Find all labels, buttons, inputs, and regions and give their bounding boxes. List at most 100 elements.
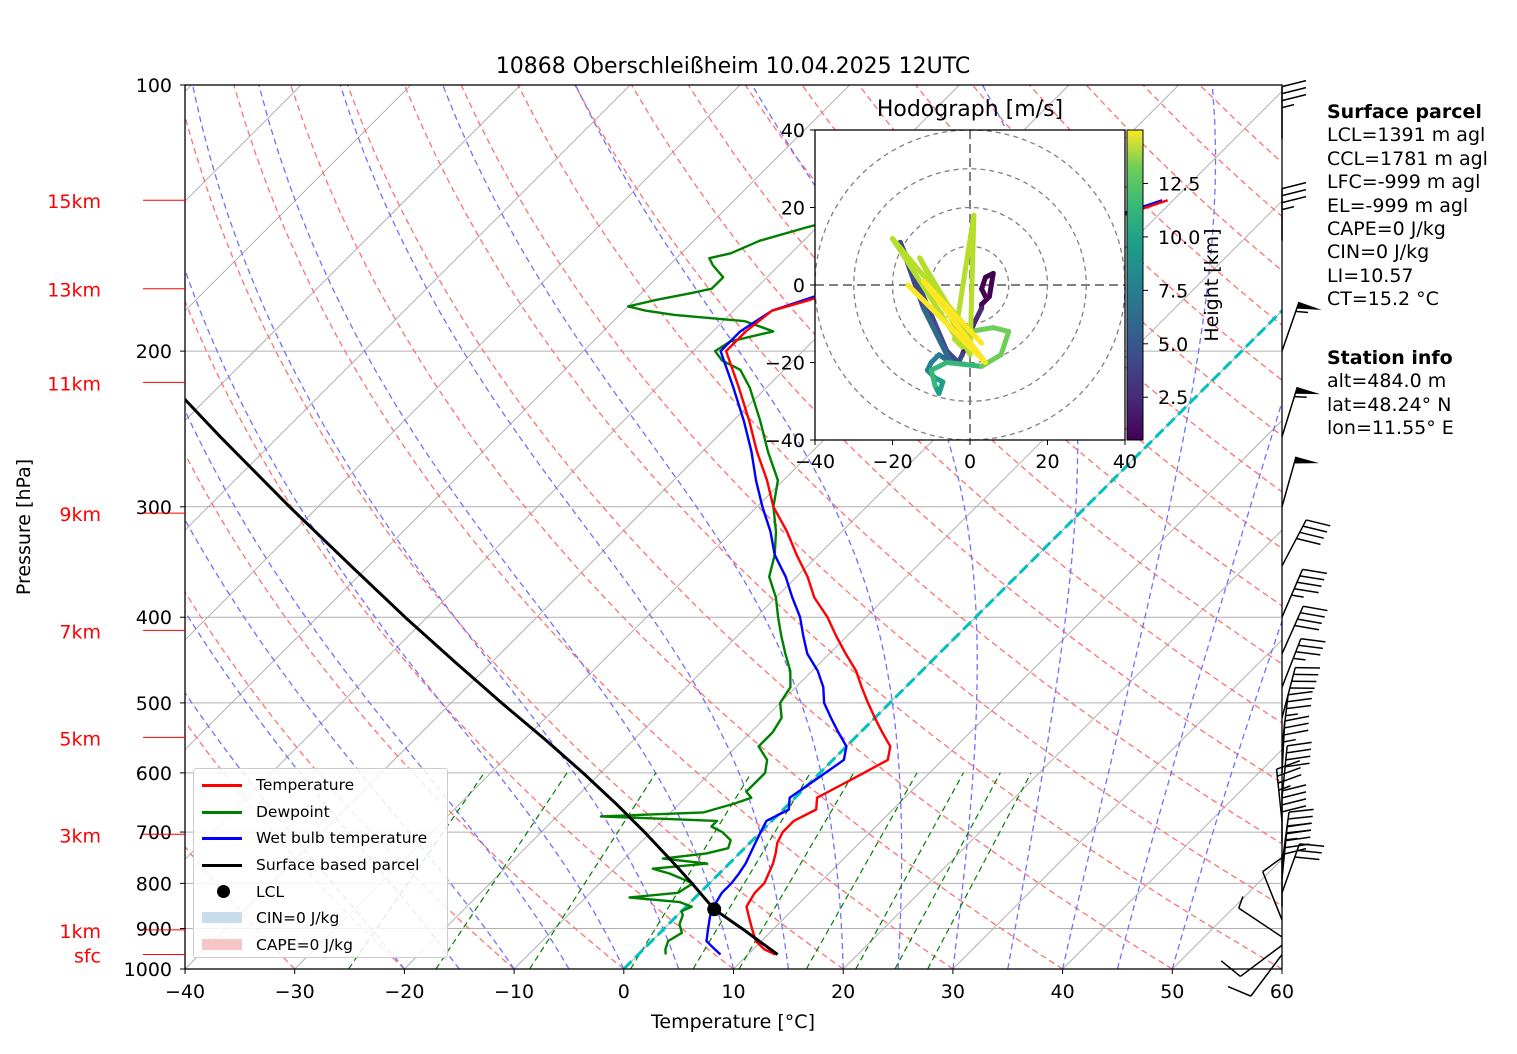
wind-barb bbox=[1281, 386, 1321, 437]
barb-half bbox=[1283, 738, 1296, 743]
x-tick-label: 40 bbox=[1051, 981, 1075, 1003]
mixing-ratio-line bbox=[692, 772, 811, 969]
dry-adiabat bbox=[185, 452, 625, 969]
barb-shaft bbox=[1281, 569, 1304, 618]
barb-full bbox=[1262, 856, 1284, 873]
barb-shaft bbox=[1281, 301, 1300, 352]
wind-barb bbox=[1281, 843, 1325, 894]
mixing-ratio-line bbox=[630, 772, 752, 969]
info-line: CAPE=0 J/kg bbox=[1327, 218, 1446, 241]
dry-adiabat bbox=[185, 299, 734, 969]
barb-full bbox=[1277, 767, 1301, 777]
wind-barb bbox=[1220, 944, 1283, 978]
hodograph-segment bbox=[928, 360, 950, 373]
hodograph-x-tick-label: 20 bbox=[1035, 451, 1059, 473]
barb-half bbox=[1293, 657, 1306, 661]
y-tick-label: 100 bbox=[136, 75, 172, 97]
hodograph-segment bbox=[971, 305, 985, 327]
barb-full bbox=[1281, 791, 1307, 799]
colorbar-tick-label: 12.5 bbox=[1158, 173, 1200, 195]
colorbar-tick-label: 7.5 bbox=[1158, 280, 1188, 302]
isotherm bbox=[842, 529, 1282, 969]
mixing-ratio-line bbox=[855, 772, 964, 969]
height-label: 15km bbox=[47, 191, 101, 213]
barb-shaft bbox=[1281, 456, 1297, 507]
hodograph-segment bbox=[944, 360, 985, 369]
barb-full bbox=[1281, 798, 1307, 806]
y-tick-label: 600 bbox=[136, 763, 172, 785]
barb-full bbox=[1287, 697, 1312, 703]
wind-barb bbox=[1281, 638, 1326, 688]
barb-shaft bbox=[1281, 638, 1302, 688]
barb-full bbox=[1297, 618, 1322, 625]
barb-half bbox=[1278, 785, 1291, 791]
hodograph-segment bbox=[967, 325, 996, 334]
legend-label: LCL bbox=[256, 882, 285, 901]
height-label: sfc bbox=[74, 946, 101, 968]
barb-full bbox=[1283, 729, 1309, 736]
info-line: LCL=1391 m agl bbox=[1327, 124, 1486, 147]
dry-adiabat bbox=[460, 85, 1282, 907]
y-tick-label: 1000 bbox=[124, 959, 172, 981]
freezing-isotherm bbox=[622, 308, 1282, 969]
mixing-ratio-line bbox=[805, 772, 918, 969]
wind-barb bbox=[1261, 856, 1284, 921]
barb-full bbox=[1296, 537, 1321, 546]
isotherm bbox=[185, 85, 631, 531]
barb-shaft bbox=[1275, 769, 1283, 822]
legend-item-temperature: Temperature bbox=[194, 772, 447, 799]
x-axis-label: Temperature [°C] bbox=[650, 1011, 815, 1033]
height-label: 13km bbox=[47, 280, 101, 302]
moist-adiabat bbox=[185, 610, 460, 969]
info-line: EL=-999 m agl bbox=[1327, 194, 1469, 217]
hodograph-x-tick-label: 40 bbox=[1113, 451, 1137, 473]
colorbar-tick-label: 2.5 bbox=[1158, 387, 1188, 409]
wind-barb bbox=[1281, 605, 1328, 655]
barb-full bbox=[1281, 195, 1307, 204]
barb-full bbox=[1299, 575, 1325, 581]
moist-adiabat bbox=[339, 85, 790, 969]
station-info: Station info alt=484.0 m lat=48.24° N lo… bbox=[1327, 347, 1454, 441]
hodograph-segment bbox=[928, 367, 938, 389]
wind-barb bbox=[1281, 79, 1307, 139]
isotherm bbox=[185, 85, 741, 641]
moist-adiabat bbox=[185, 268, 625, 969]
legend-label: Surface based parcel bbox=[256, 856, 420, 875]
barb-half bbox=[1294, 395, 1307, 399]
legend-swatch bbox=[200, 884, 246, 900]
barb-full bbox=[1300, 638, 1326, 643]
info-line: lon=11.55° E bbox=[1327, 417, 1454, 440]
chart-legend: Temperature Dewpoint Wet bulb temperatur… bbox=[193, 768, 448, 958]
barb-full bbox=[1281, 784, 1307, 792]
hodograph-segment bbox=[986, 270, 996, 300]
legend-swatch bbox=[200, 804, 246, 820]
station-info-heading: Station info bbox=[1327, 347, 1453, 369]
barb-full bbox=[1285, 755, 1311, 761]
barb-full bbox=[1302, 525, 1328, 533]
height-label: 1km bbox=[59, 921, 101, 943]
wind-barb bbox=[1281, 808, 1314, 864]
barb-half bbox=[1238, 896, 1244, 909]
mixing-ratio-line bbox=[927, 772, 1032, 969]
wind-barb bbox=[1281, 784, 1307, 843]
chart-title: 10868 Oberschleißheim 10.04.2025 12UTC bbox=[496, 54, 971, 79]
barb-full bbox=[1281, 86, 1307, 95]
isotherm bbox=[952, 639, 1282, 969]
moist-adiabat bbox=[185, 409, 570, 969]
lcl-marker bbox=[707, 902, 722, 917]
barb-full bbox=[1220, 960, 1241, 978]
isotherm bbox=[185, 85, 412, 312]
info-line: CCL=1781 m agl bbox=[1327, 147, 1488, 170]
barb-shaft bbox=[1281, 694, 1289, 747]
barb-full bbox=[1296, 581, 1322, 587]
parcel-line bbox=[185, 397, 779, 956]
legend-swatch bbox=[200, 830, 246, 846]
x-tick-label: 30 bbox=[941, 981, 965, 1003]
barb-full bbox=[1298, 644, 1323, 650]
x-tick-label: 10 bbox=[721, 981, 745, 1003]
barb-half bbox=[1281, 103, 1295, 109]
barb-full bbox=[1284, 843, 1310, 849]
wind-barb bbox=[1281, 301, 1322, 352]
legend-label: CAPE=0 J/kg bbox=[256, 935, 353, 954]
